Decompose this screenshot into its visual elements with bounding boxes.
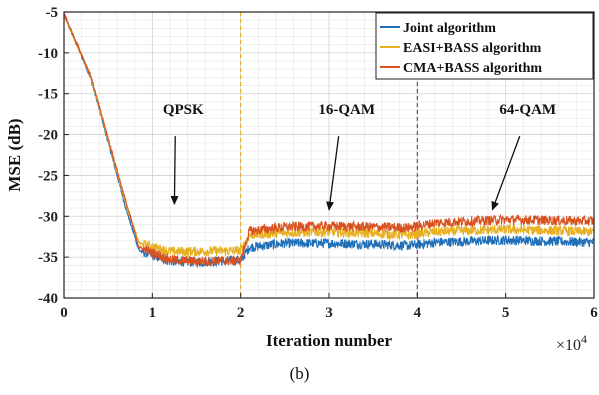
legend-label: EASI+BASS algorithm — [403, 41, 542, 56]
y-tick-label: -15 — [38, 87, 58, 103]
series-lines — [63, 12, 595, 268]
axis-ticks: 0 1 2 3 4 5 6 -5 -10 -15 -20 -25 -30 -35 -40 — [38, 5, 598, 321]
annotation-label: QPSK — [163, 102, 204, 118]
x-tick-label: 6 — [590, 305, 598, 321]
y-tick-label: -5 — [46, 5, 59, 21]
x-tick-label: 0 — [60, 305, 68, 321]
x-tick-label: 3 — [325, 305, 333, 321]
y-tick-label: -40 — [38, 291, 58, 307]
legend-label: Joint algorithm — [403, 21, 496, 36]
legend-label: CMA+BASS algorithm — [403, 61, 542, 76]
y-tick-label: -30 — [38, 209, 58, 225]
annotation-arrow — [326, 136, 340, 211]
y-tick-label: -25 — [38, 168, 58, 184]
figure-caption: (b) — [289, 364, 310, 383]
x-tick-label: 2 — [237, 305, 245, 321]
annotations: QPSK 16-QAM 64-QAM — [163, 102, 556, 211]
annotation-arrow — [170, 136, 179, 206]
legend-box — [375, 12, 594, 80]
annotation-label: 16-QAM — [318, 102, 375, 118]
x-multiplier-base: ×10 — [556, 337, 581, 354]
x-multiplier-exp: 4 — [581, 332, 587, 346]
legend: Joint algorithm EASI+BASS algorithm CMA+BA… — [375, 12, 594, 80]
y-tick-label: -20 — [38, 128, 58, 144]
x-tick-label: 4 — [414, 305, 422, 321]
x-axis-label: Iteration number — [266, 331, 393, 350]
y-tick-label: -35 — [38, 250, 58, 266]
series-line-3 — [63, 12, 595, 266]
x-axis-multiplier: ×104 — [556, 332, 587, 354]
y-tick-label: -10 — [38, 46, 58, 62]
annotation-arrow — [491, 135, 521, 211]
annotation-label: 64-QAM — [499, 102, 556, 118]
y-axis-label: MSE (dB) — [5, 118, 24, 191]
x-tick-label: 1 — [149, 305, 157, 321]
x-tick-label: 5 — [502, 305, 510, 321]
